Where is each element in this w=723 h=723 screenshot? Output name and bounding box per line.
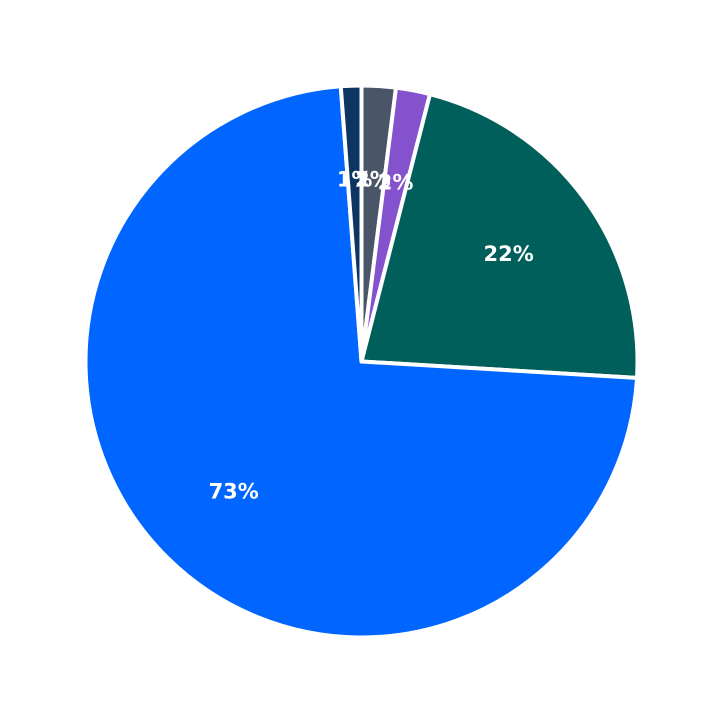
pie-slice-label-1: 2% bbox=[378, 171, 414, 195]
pie-slice-label-3: 73% bbox=[209, 479, 259, 503]
pie-slices bbox=[83, 83, 640, 640]
pie-slice-2 bbox=[359, 92, 640, 380]
pie-slice-label-2: 22% bbox=[484, 242, 534, 266]
pie-slice-labels: 2%2% 22% 73% 1% bbox=[209, 167, 534, 503]
pie-slice-4 bbox=[338, 83, 364, 364]
pie-slice-label-0: 2% bbox=[355, 168, 391, 192]
pie-slice-label-4: 1% bbox=[337, 167, 373, 191]
